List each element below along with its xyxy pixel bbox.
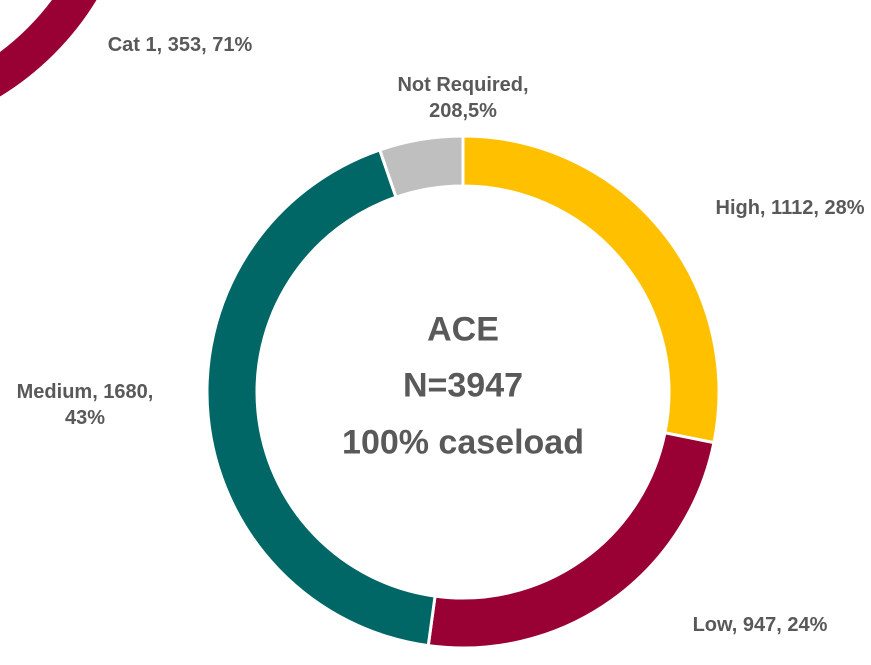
donut-segment xyxy=(377,134,465,200)
donut-segment xyxy=(426,431,716,650)
donut-segment xyxy=(0,0,100,100)
center-text: ACE xyxy=(427,310,499,349)
donut-segment xyxy=(205,147,437,648)
center-text: N=3947 xyxy=(402,366,524,405)
data-label: Low, 947, 24% xyxy=(692,614,828,636)
data-label: Medium, 1680, 43% xyxy=(16,381,154,429)
data-label: Cat 1, 353, 71% xyxy=(107,34,253,56)
data-label: Not Required, 208,5% xyxy=(397,74,529,122)
data-label: High, 1112, 28% xyxy=(715,197,865,219)
center-text: 100% caseload xyxy=(342,423,584,462)
